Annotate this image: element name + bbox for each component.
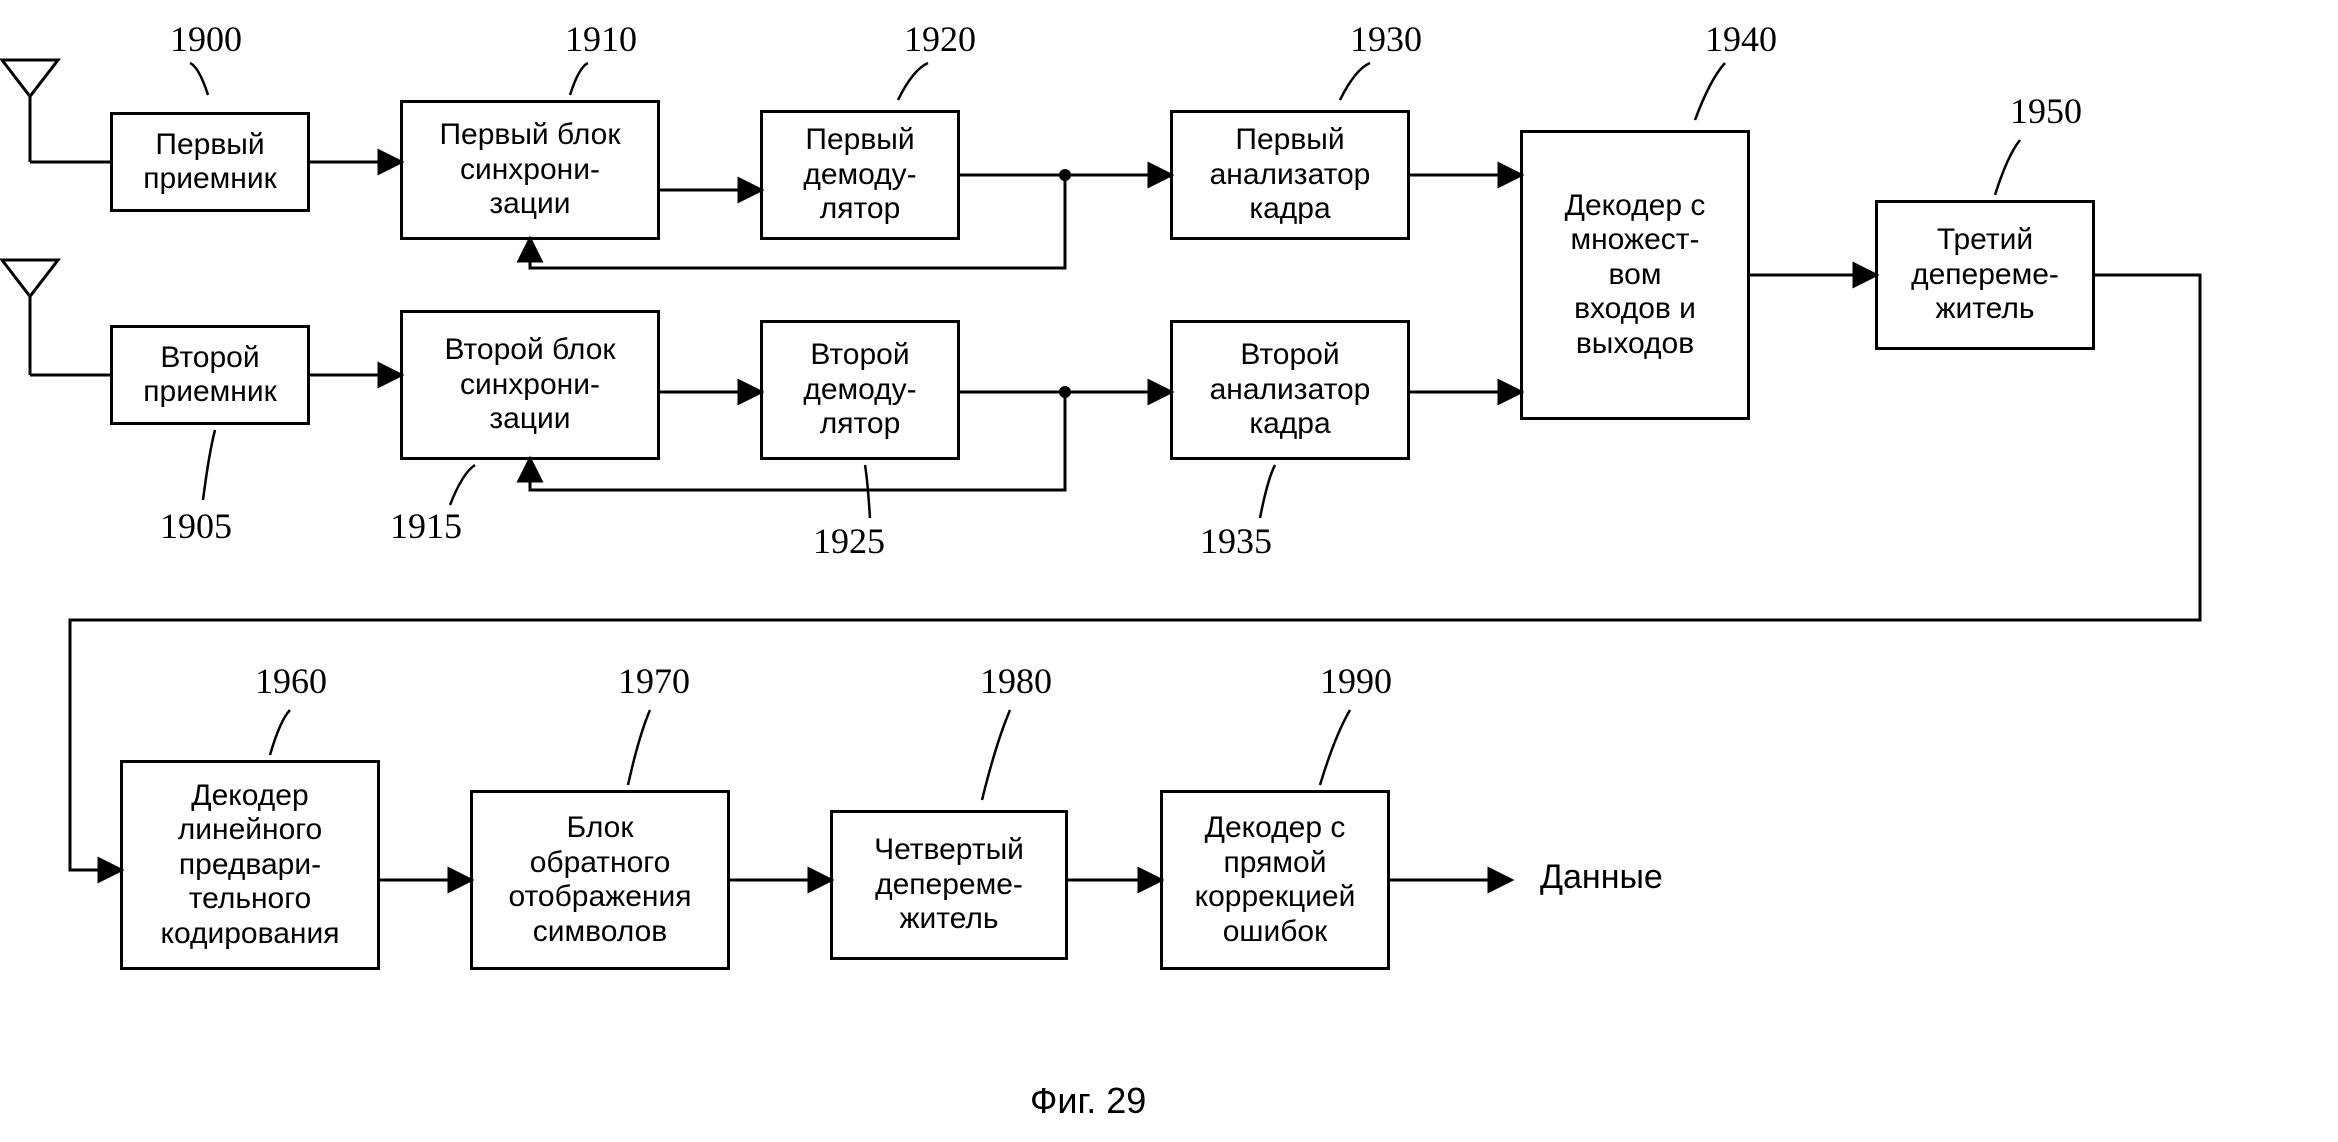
block-second-frame-analyzer: Второйанализаторкадра <box>1170 320 1410 460</box>
block-fourth-deinterleaver: Четвертыйдепереме-житель <box>830 810 1068 960</box>
ref-1915: 1915 <box>390 505 462 547</box>
block-label: Третийдепереме-житель <box>1911 223 2059 327</box>
block-first-sync: Первый блоксинхрони-зации <box>400 100 660 240</box>
connections-overlay <box>0 0 2338 1142</box>
block-label: Декодер спрямойкоррекциейошибок <box>1195 811 1356 949</box>
block-first-demod: Первыйдемоду-лятор <box>760 110 960 240</box>
ref-1980: 1980 <box>980 660 1052 702</box>
block-label: Второйанализаторкадра <box>1210 338 1371 442</box>
block-label: Декодерлинейногопредвари-тельногокодиров… <box>161 779 340 952</box>
ref-1925: 1925 <box>813 520 885 562</box>
diagram-canvas: Первыйприемник Первый блоксинхрони-зации… <box>0 0 2338 1142</box>
block-first-frame-analyzer: Первыйанализаторкадра <box>1170 110 1410 240</box>
block-label: Декодер смножест-вомвходов ивыходов <box>1565 189 1706 362</box>
block-third-deinterleaver: Третийдепереме-житель <box>1875 200 2095 350</box>
block-label: Второйприемник <box>143 341 276 410</box>
ref-1905: 1905 <box>160 505 232 547</box>
figure-caption: Фиг. 29 <box>1030 1080 1146 1122</box>
block-label: Четвертыйдепереме-житель <box>874 833 1024 937</box>
ref-1970: 1970 <box>618 660 690 702</box>
block-second-sync: Второй блоксинхрони-зации <box>400 310 660 460</box>
ref-1930: 1930 <box>1350 18 1422 60</box>
block-mimo-decoder: Декодер смножест-вомвходов ивыходов <box>1520 130 1750 420</box>
ref-1940: 1940 <box>1705 18 1777 60</box>
block-label: Первыйдемоду-лятор <box>803 123 916 227</box>
ref-1960: 1960 <box>255 660 327 702</box>
block-label: Второй блоксинхрони-зации <box>444 333 615 437</box>
ref-1990: 1990 <box>1320 660 1392 702</box>
ref-1910: 1910 <box>565 18 637 60</box>
ref-1950: 1950 <box>2010 90 2082 132</box>
block-label: Блокобратногоотображениясимволов <box>509 811 692 949</box>
ref-1935: 1935 <box>1200 520 1272 562</box>
ref-1920: 1920 <box>904 18 976 60</box>
output-label: Данные <box>1540 858 1663 897</box>
block-first-receiver: Первыйприемник <box>110 112 310 212</box>
block-second-demod: Второйдемоду-лятор <box>760 320 960 460</box>
block-second-receiver: Второйприемник <box>110 325 310 425</box>
block-label: Первыйприемник <box>143 128 276 197</box>
block-linear-precoding-decoder: Декодерлинейногопредвари-тельногокодиров… <box>120 760 380 970</box>
ref-1900: 1900 <box>170 18 242 60</box>
block-label: Первый блоксинхрони-зации <box>439 118 620 222</box>
block-label: Первыйанализаторкадра <box>1210 123 1371 227</box>
block-label: Второйдемоду-лятор <box>803 338 916 442</box>
block-fec-decoder: Декодер спрямойкоррекциейошибок <box>1160 790 1390 970</box>
block-symbol-demapper: Блокобратногоотображениясимволов <box>470 790 730 970</box>
